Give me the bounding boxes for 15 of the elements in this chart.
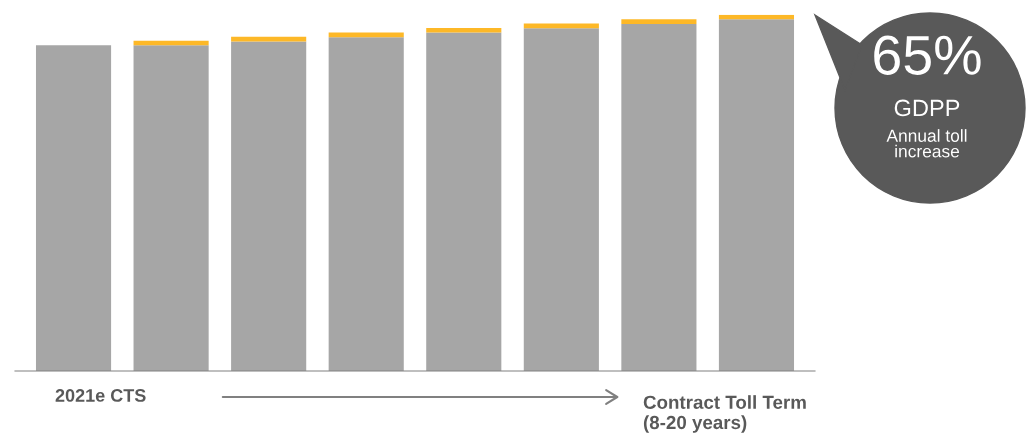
bar: [621, 23, 697, 371]
text: Contract Toll Term (8-20 years): [643, 395, 806, 433]
bar: [231, 41, 307, 371]
bar: [621, 19, 697, 24]
bar: [35, 45, 112, 371]
text: GDPP: [894, 99, 960, 117]
text: 2021e CTS: [55, 389, 146, 402]
bar: [426, 27, 502, 33]
text: Annual toll increase: [886, 129, 967, 158]
bar: [328, 37, 404, 371]
bar: [718, 19, 795, 371]
bar: [426, 32, 502, 371]
text: 65%: [874, 35, 981, 75]
bar: [523, 28, 599, 371]
bar: [133, 45, 209, 371]
